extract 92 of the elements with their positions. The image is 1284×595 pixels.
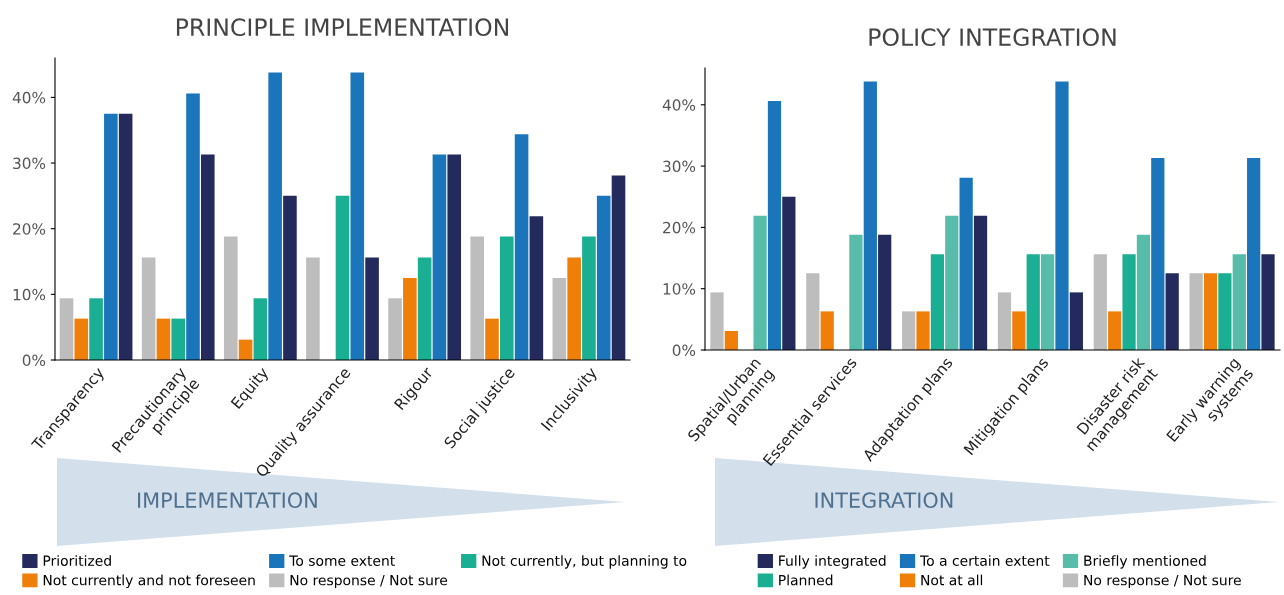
bar: [1203, 273, 1218, 350]
bar: [878, 234, 892, 350]
bar: [514, 134, 529, 360]
bar: [470, 236, 485, 360]
bar: [403, 277, 417, 360]
bar: [74, 318, 89, 360]
y-tick-label: 20%: [13, 223, 46, 235]
bar: [200, 154, 215, 360]
bar: [1218, 273, 1232, 350]
y-tick-label: 0%: [22, 354, 46, 367]
bar: [1122, 254, 1136, 350]
bar: [1261, 254, 1275, 350]
text: IMPLEMENTATION: [138, 492, 317, 509]
bar: [89, 298, 103, 360]
bar: [567, 257, 581, 360]
bar: [1189, 273, 1203, 350]
bar: [930, 254, 945, 350]
bar: [118, 113, 133, 360]
legend-label: To some extent: [289, 555, 395, 566]
bar: [156, 318, 171, 360]
bar: [1012, 311, 1026, 350]
bar: [916, 311, 930, 350]
bar: [1040, 254, 1055, 350]
legend-label: Briefly mentioned: [1084, 555, 1206, 569]
bar: [611, 175, 626, 360]
bar: [724, 331, 738, 350]
bar: [268, 72, 282, 360]
bar: [596, 195, 611, 360]
bar: [1151, 158, 1165, 350]
bar: [1108, 311, 1122, 350]
legend-label: Planned: [779, 574, 833, 586]
legend-label: Not currently, but planning to: [482, 555, 687, 569]
bar: [863, 81, 877, 350]
bar: [1093, 254, 1107, 350]
legend-label: Prioritized: [43, 555, 111, 566]
bar: [283, 195, 297, 360]
legend-label: No response / Not sure: [290, 575, 448, 589]
bar: [529, 216, 544, 360]
bar: [973, 215, 988, 350]
bar: [753, 215, 767, 350]
bar: [253, 298, 268, 360]
bar: [499, 236, 514, 360]
bar: [223, 236, 238, 360]
bar: [902, 311, 916, 350]
bar: [997, 292, 1012, 350]
bar: [1165, 273, 1179, 350]
legend-label: Not at all: [921, 574, 983, 586]
bar: [582, 236, 596, 360]
bar: [1069, 292, 1083, 350]
bar: [335, 195, 350, 360]
chart-title: PRINCIPLE IMPLEMENTATION: [176, 18, 509, 37]
bar: [1055, 81, 1069, 350]
legend-label: To a certain extent: [919, 555, 1050, 566]
y-tick-label: 30%: [663, 160, 696, 173]
bar: [552, 277, 567, 360]
bar: [806, 273, 820, 350]
y-tick-label: 20%: [663, 221, 696, 234]
chart-title: POLICY INTEGRATION: [869, 28, 1116, 47]
legend-label: Fully integrated: [779, 555, 886, 569]
bar: [710, 292, 724, 350]
y-tick-label: 10%: [13, 288, 46, 301]
bar: [1247, 158, 1261, 350]
bar: [417, 257, 432, 360]
y-tick-label: 40%: [662, 99, 696, 111]
y-tick-label: 30%: [13, 157, 46, 170]
y-tick-label: 40%: [12, 91, 46, 104]
y-tick-label: 10%: [663, 283, 696, 295]
bar: [767, 101, 782, 350]
text: INTEGRATION: [815, 492, 953, 509]
bar: [849, 234, 863, 350]
legend-label: No response / Not sure: [1084, 575, 1241, 589]
legend-label: Not currently and not foreseen: [43, 574, 255, 589]
bar: [365, 257, 379, 360]
y-tick-label: 0%: [672, 344, 696, 357]
bar: [141, 257, 156, 360]
bar: [1232, 254, 1246, 350]
bar: [306, 257, 320, 360]
bar: [945, 215, 959, 350]
bar: [959, 177, 973, 350]
bar: [1136, 234, 1151, 350]
bar: [1026, 254, 1040, 350]
bar: [782, 196, 796, 350]
bar: [388, 298, 402, 360]
bar: [485, 318, 499, 360]
bar: [447, 154, 462, 360]
bar: [432, 154, 447, 360]
bar: [186, 93, 200, 360]
bar: [820, 311, 834, 350]
bar: [350, 72, 365, 360]
bar: [104, 113, 118, 360]
bar: [59, 298, 74, 360]
bar: [171, 318, 186, 360]
